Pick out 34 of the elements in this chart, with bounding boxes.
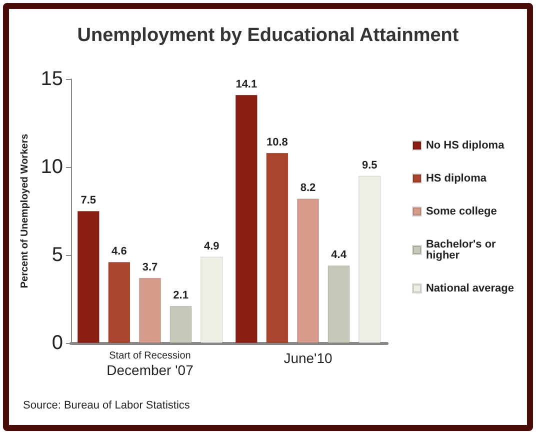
y-tick-label: 15 bbox=[40, 68, 63, 90]
data-label: 3.7 bbox=[142, 261, 158, 274]
data-label: 2.1 bbox=[173, 290, 188, 302]
chart-title: Unemployment by Educational Attainment bbox=[77, 25, 460, 46]
bar bbox=[170, 306, 192, 343]
y-tick-label: 0 bbox=[52, 332, 63, 354]
legend-label: Bachelor's or higher bbox=[426, 238, 499, 262]
data-label: 14.1 bbox=[236, 78, 258, 90]
bar bbox=[108, 262, 130, 343]
bar bbox=[266, 152, 288, 343]
bar bbox=[139, 278, 161, 343]
data-label: 8.2 bbox=[300, 182, 316, 194]
bar bbox=[235, 94, 258, 343]
legend-label: National average bbox=[426, 282, 514, 294]
bar bbox=[297, 198, 319, 343]
data-label: 9.5 bbox=[362, 159, 378, 172]
legend-label: HS diploma bbox=[426, 172, 488, 184]
y-axis-title: Percent of Unemployed Workers bbox=[19, 133, 30, 288]
data-label: 4.6 bbox=[112, 246, 127, 258]
bar bbox=[358, 176, 381, 343]
bar bbox=[200, 256, 223, 343]
bar bbox=[77, 211, 100, 343]
x-tick-label: Start of Recession December '07 bbox=[106, 350, 194, 378]
y-tick-label: 5 bbox=[52, 244, 63, 266]
data-label: 10.8 bbox=[266, 136, 288, 148]
legend-label: Some college bbox=[426, 206, 497, 218]
data-label: 4.4 bbox=[331, 249, 348, 262]
source-note: Source: Bureau of Labor Statistics bbox=[23, 400, 190, 412]
y-tick-label: 10 bbox=[40, 156, 63, 178]
bar bbox=[328, 266, 350, 343]
data-label: 7.5 bbox=[80, 194, 96, 206]
data-label: 4.9 bbox=[204, 240, 220, 252]
legend-label: No HS diploma bbox=[426, 140, 506, 152]
x-tick-label: June'10 bbox=[284, 350, 333, 366]
